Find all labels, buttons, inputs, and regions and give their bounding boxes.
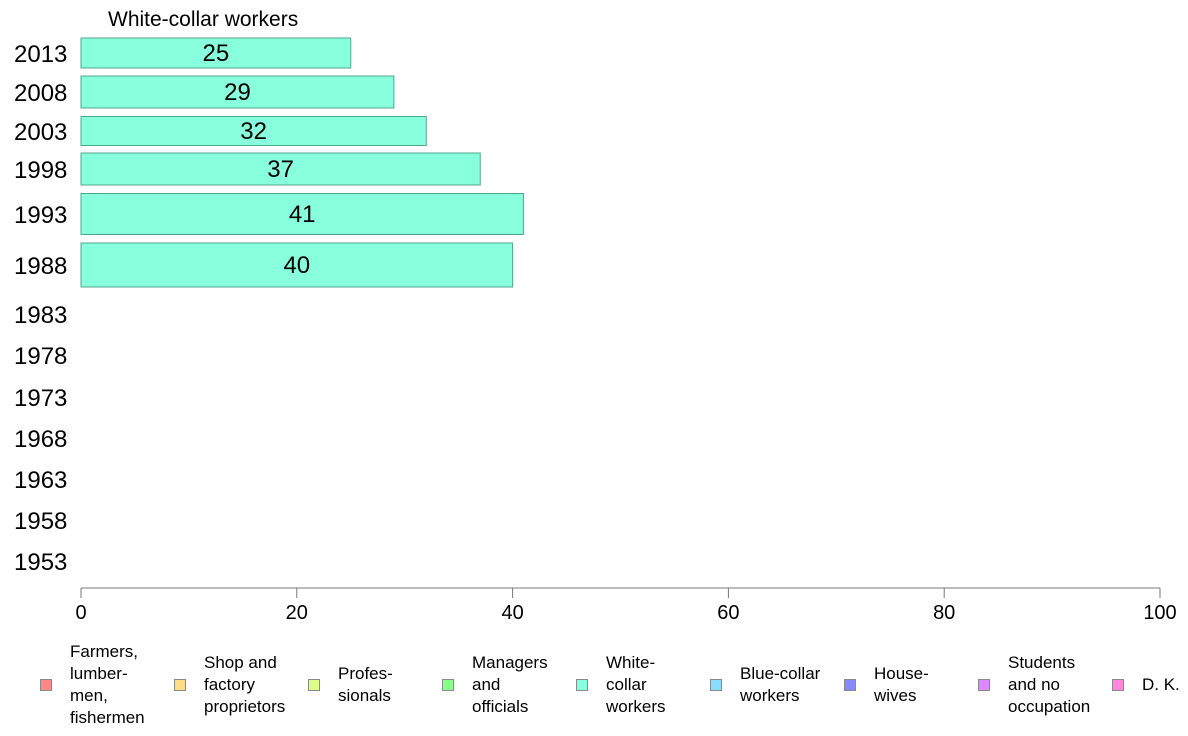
bar: [80, 116, 427, 146]
legend-item: Students and no occupation: [978, 646, 1090, 724]
legend-item: Shop and factory proprietors: [174, 646, 285, 724]
year-label: 1963: [14, 467, 67, 494]
year-labels: 2013 2008 2003 1998 1993 1988 1983 1978 1973 1968…: [14, 41, 67, 576]
legend-item: House- wives: [844, 646, 929, 724]
x-axis: 0 20 40 60 80 100: [75, 587, 1177, 624]
legend-label: Students and no occupation: [1008, 653, 1091, 716]
legend-item: Farmers, lumber- men, fishermen: [40, 642, 145, 727]
year-label: 2008: [14, 80, 67, 107]
year-label: 1958: [14, 508, 67, 535]
legend-swatch: [40, 679, 52, 691]
legend-item: D. K.: [1112, 646, 1180, 724]
legend: Farmers, lumber- men, fishermen Shop and …: [0, 642, 1188, 727]
x-tick-label: 20: [286, 602, 308, 624]
year-label: 1953: [14, 549, 67, 576]
legend-swatch: [174, 679, 186, 691]
legend-item: Profes- sionals: [308, 646, 393, 724]
legend-swatch: [844, 679, 856, 691]
year-label: 1978: [14, 343, 67, 370]
year-label: 1983: [14, 302, 67, 329]
data-label: 37: [267, 156, 294, 183]
legend-item: Managers and officials: [442, 646, 548, 724]
legend-label: Blue-collar workers: [740, 664, 821, 705]
legend-item: White- collar workers: [576, 646, 666, 724]
x-tick-label: 40: [501, 602, 523, 624]
year-label: 1968: [14, 426, 67, 453]
bar: [80, 193, 524, 235]
legend-swatch: [978, 679, 990, 691]
legend-label: Profes- sionals: [338, 664, 393, 705]
year-label: 2013: [14, 41, 67, 68]
bar: [80, 242, 514, 288]
year-label: 1988: [14, 253, 67, 280]
legend-label: Farmers, lumber- men, fishermen: [70, 642, 145, 727]
legend-label: Shop and factory proprietors: [204, 653, 286, 716]
x-tick-label: 60: [717, 602, 739, 624]
legend-label: D. K.: [1142, 675, 1180, 694]
legend-item: Blue-collar workers: [710, 646, 820, 724]
legend-label: House- wives: [874, 664, 929, 705]
year-label: 1998: [14, 157, 67, 184]
legend-swatch: [308, 679, 320, 691]
bar: [80, 152, 481, 186]
chart-title: White-collar workers: [108, 8, 298, 31]
legend-swatch: [576, 679, 588, 691]
x-tick-label: 0: [75, 602, 86, 624]
x-tick-label: 80: [933, 602, 955, 624]
year-label: 1993: [14, 202, 67, 229]
data-label: 25: [203, 40, 230, 67]
data-label: 41: [289, 201, 316, 228]
legend-swatch: [710, 679, 722, 691]
year-label: 2003: [14, 119, 67, 146]
bar: [80, 37, 352, 69]
legend-swatch: [442, 679, 454, 691]
legend-label: White- collar workers: [606, 653, 666, 716]
data-label: 29: [224, 79, 251, 106]
bar: [80, 75, 395, 109]
data-label: 32: [240, 118, 267, 145]
year-label: 1973: [14, 385, 67, 412]
data-label: 40: [283, 252, 310, 279]
legend-swatch: [1112, 679, 1124, 691]
legend-label: Managers and officials: [472, 653, 548, 716]
x-tick-label: 100: [1143, 602, 1176, 624]
